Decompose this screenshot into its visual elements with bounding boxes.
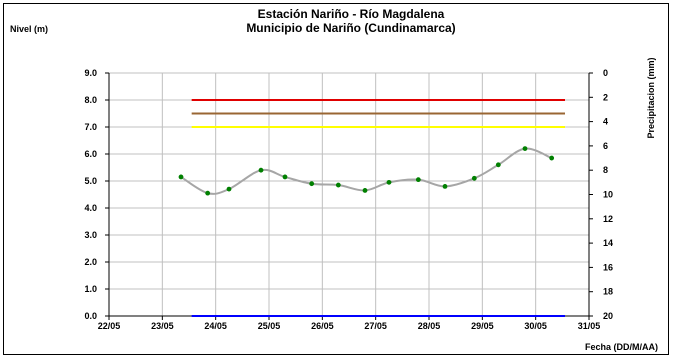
y-tick-label: 0.0 (84, 311, 97, 321)
chart-subtitle: Municipio de Nariño (Cundinamarca) (246, 21, 455, 35)
y2-tick-label: 16 (603, 262, 613, 272)
x-tick-label: 26/05 (311, 321, 334, 331)
axes-layer (105, 72, 593, 320)
x-tick-label: 31/05 (578, 321, 601, 331)
level-point (226, 186, 232, 192)
y-axis-title: Nivel (m) (10, 24, 48, 34)
y-tick-label: 5.0 (84, 176, 97, 186)
chart-title: Estación Nariño - Río Magdalena (258, 7, 445, 21)
x-tick-label: 23/05 (151, 321, 174, 331)
chart-frame (3, 3, 669, 355)
x-tick-label: 25/05 (258, 321, 281, 331)
ticks-layer: 0.0 1.0 2.0 3.0 4.0 5.0 6.0 7.0 8.0 9.0 22/05 23/05… (84, 68, 613, 331)
level-point (386, 179, 392, 185)
level-point (549, 155, 555, 161)
x-tick-label: 28/05 (418, 321, 441, 331)
grid-layer (109, 72, 589, 316)
y-tick-label: 8.0 (84, 95, 97, 105)
y2-tick-label: 0 (603, 68, 608, 78)
level-point (178, 174, 184, 180)
y-tick-label: 3.0 (84, 230, 97, 240)
y-tick-label: 6.0 (84, 149, 97, 159)
level-point (362, 188, 368, 193)
x-axis-title: Fecha (DD/M/AA) (585, 342, 658, 352)
y-tick-label: 2.0 (84, 257, 97, 267)
x-tick-label: 30/05 (524, 321, 547, 331)
y2-tick-label: 14 (603, 238, 613, 248)
level-point (335, 182, 341, 188)
y2-tick-label: 8 (603, 165, 608, 175)
x-tick-label: 24/05 (204, 321, 227, 331)
y2-tick-label: 12 (603, 214, 613, 224)
level-point (282, 174, 288, 180)
y-tick-label: 9.0 (84, 68, 97, 78)
y2-tick-label: 6 (603, 141, 608, 151)
level-point (522, 146, 528, 152)
series-layer (178, 99, 565, 317)
level-point (415, 177, 421, 183)
y2-tick-label: 4 (603, 117, 608, 127)
level-point (471, 175, 477, 181)
y2-tick-label: 20 (603, 311, 613, 321)
y-tick-label: 1.0 (84, 284, 97, 294)
x-tick-label: 22/05 (98, 321, 121, 331)
x-tick-label: 27/05 (364, 321, 387, 331)
y2-tick-label: 18 (603, 287, 613, 297)
level-point (442, 184, 448, 189)
level-point (205, 190, 211, 196)
level-point (258, 167, 264, 173)
y2-tick-label: 10 (603, 190, 613, 200)
level-point (309, 181, 315, 187)
y-tick-label: 4.0 (84, 203, 97, 213)
level-line (180, 147, 553, 195)
x-tick-label: 29/05 (471, 321, 494, 331)
y-tick-label: 7.0 (84, 122, 97, 132)
y2-axis-title: Precipitacion (mm) (646, 57, 656, 138)
y2-tick-label: 2 (603, 92, 608, 102)
level-point (495, 162, 501, 168)
